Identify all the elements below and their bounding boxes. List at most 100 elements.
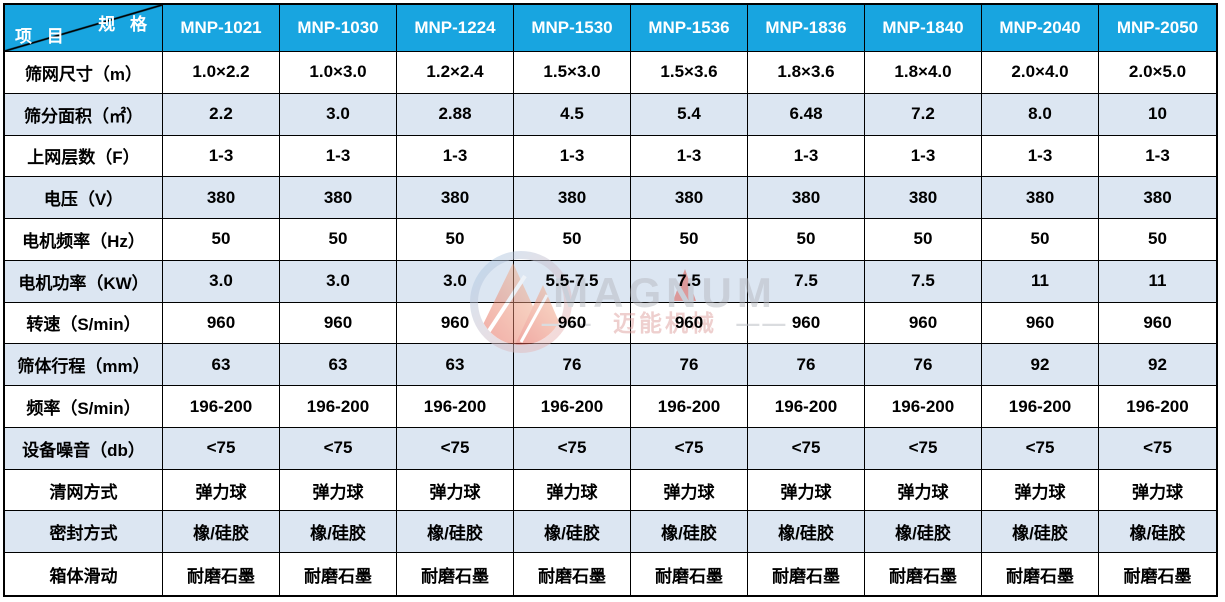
spec-table: 规 格 项 目 MNP-1021 MNP-1030 MNP-1224 MNP-1530… — [5, 5, 1216, 595]
value-cell-r9-c6: 196-200 — [748, 386, 865, 428]
value-cell-r11-c6-text: 弹力球 — [780, 482, 832, 502]
model-header-6: MNP-1836 — [748, 5, 865, 52]
value-cell-r12-c1-text: 橡/硅胶 — [193, 524, 249, 544]
value-cell-r7-c2: 960 — [280, 302, 397, 345]
value-cell-r2-c5-text: 5.4 — [677, 104, 701, 124]
value-cell-r7-c9-text: 960 — [1143, 312, 1172, 332]
value-cell-r8-c3: 63 — [397, 344, 514, 387]
value-cell-r8-c2-text: 63 — [328, 354, 348, 374]
model-header-3-text: MNP-1224 — [414, 18, 496, 37]
value-cell-r1-c5-text: 1.5×3.6 — [660, 62, 718, 82]
value-cell-r10-c3-text: <75 — [440, 438, 470, 458]
value-cell-r7-c3: 960 — [397, 302, 514, 345]
value-cell-r5-c5-text: 50 — [679, 229, 699, 249]
value-cell-r8-c5-text: 76 — [679, 354, 699, 374]
value-cell-r2-c9-text: 10 — [1148, 104, 1167, 124]
value-cell-r2-c7: 7.2 — [865, 93, 982, 136]
value-cell-r13-c1: 耐磨石墨 — [163, 553, 280, 595]
row-label-4-text: 电压（V） — [43, 190, 124, 210]
value-cell-r2-c7-text: 7.2 — [911, 104, 935, 124]
value-cell-r1-c2: 1.0×3.0 — [280, 52, 397, 94]
value-cell-r13-c1-text: 耐磨石墨 — [187, 566, 255, 586]
value-cell-r13-c3-text: 耐磨石墨 — [421, 566, 489, 586]
value-cell-r5-c2: 50 — [280, 219, 397, 261]
value-cell-r4-c6-text: 380 — [791, 187, 821, 207]
value-cell-r8-c6: 76 — [748, 344, 865, 387]
value-cell-r8-c3-text: 63 — [445, 354, 465, 374]
value-cell-r13-c4-text: 耐磨石墨 — [538, 566, 606, 586]
value-cell-r2-c6-text: 6.48 — [789, 104, 823, 124]
value-cell-r5-c9: 50 — [1099, 219, 1216, 261]
value-cell-r12-c2-text: 橡/硅胶 — [310, 524, 366, 544]
value-cell-r13-c7-text: 耐磨石墨 — [889, 566, 957, 586]
value-cell-r5-c7: 50 — [865, 219, 982, 261]
value-cell-r2-c3: 2.88 — [397, 93, 514, 136]
value-cell-r6-c9-text: 11 — [1148, 271, 1167, 291]
value-cell-r5-c3-text: 50 — [445, 229, 465, 249]
model-header-3: MNP-1224 — [397, 5, 514, 52]
value-cell-r6-c3-text: 3.0 — [443, 271, 467, 291]
value-cell-r11-c5: 弹力球 — [631, 469, 748, 512]
value-cell-r6-c7: 7.5 — [865, 260, 982, 303]
value-cell-r7-c2-text: 960 — [323, 312, 353, 332]
value-cell-r9-c5-text: 196-200 — [657, 396, 721, 416]
value-cell-r7-c3-text: 960 — [440, 312, 470, 332]
row-label-6: 电机功率（KW） — [5, 260, 163, 303]
value-cell-r12-c4: 橡/硅胶 — [514, 511, 631, 554]
value-cell-r12-c9-text: 橡/硅胶 — [1129, 524, 1186, 544]
value-cell-r4-c9: 380 — [1099, 177, 1216, 220]
value-cell-r12-c3: 橡/硅胶 — [397, 511, 514, 554]
value-cell-r3-c6: 1-3 — [748, 135, 865, 178]
value-cell-r4-c9-text: 380 — [1143, 187, 1172, 207]
value-cell-r6-c5: 7.5 — [631, 260, 748, 303]
model-header-8-text: MNP-2040 — [999, 18, 1081, 37]
value-cell-r11-c8: 弹力球 — [982, 469, 1099, 512]
row-label-13: 箱体滑动 — [5, 553, 163, 595]
row-label-2-text: 筛分面积（㎡） — [24, 106, 143, 126]
row-label-4: 电压（V） — [5, 177, 163, 220]
value-cell-r4-c5-text: 380 — [674, 187, 704, 207]
value-cell-r1-c4: 1.5×3.0 — [514, 52, 631, 94]
value-cell-r3-c9: 1-3 — [1099, 135, 1216, 178]
value-cell-r1-c1: 1.0×2.2 — [163, 52, 280, 94]
value-cell-r13-c9-text: 耐磨石墨 — [1123, 566, 1192, 586]
value-cell-r2-c2: 3.0 — [280, 93, 397, 136]
value-cell-r5-c7-text: 50 — [913, 229, 933, 249]
value-cell-r3-c8-text: 1-3 — [1027, 145, 1053, 165]
value-cell-r6-c5-text: 7.5 — [677, 271, 701, 291]
value-cell-r7-c7: 960 — [865, 302, 982, 345]
value-cell-r4-c1-text: 380 — [206, 187, 236, 207]
value-cell-r9-c1-text: 196-200 — [189, 396, 253, 416]
value-cell-r13-c3: 耐磨石墨 — [397, 553, 514, 595]
value-cell-r1-c9-text: 2.0×5.0 — [1128, 62, 1187, 82]
row-label-6-text: 电机功率（KW） — [18, 273, 149, 293]
model-header-4: MNP-1530 — [514, 5, 631, 52]
value-cell-r1-c8-text: 2.0×4.0 — [1011, 62, 1069, 82]
value-cell-r4-c4-text: 380 — [557, 187, 587, 207]
value-cell-r9-c7-text: 196-200 — [891, 396, 955, 416]
value-cell-r9-c3-text: 196-200 — [423, 396, 487, 416]
value-cell-r11-c4-text: 弹力球 — [546, 482, 598, 502]
value-cell-r8-c8: 92 — [982, 344, 1099, 387]
model-header-5-text: MNP-1536 — [648, 18, 730, 37]
value-cell-r3-c7: 1-3 — [865, 135, 982, 178]
value-cell-r5-c4-text: 50 — [562, 229, 582, 249]
value-cell-r13-c8-text: 耐磨石墨 — [1006, 566, 1074, 586]
value-cell-r9-c4-text: 196-200 — [540, 396, 604, 416]
value-cell-r7-c4: 960 — [514, 302, 631, 345]
model-header-4-text: MNP-1530 — [531, 18, 613, 37]
row-label-5-text: 电机频率（Hz） — [22, 231, 145, 251]
value-cell-r10-c2-text: <75 — [323, 438, 353, 458]
value-cell-r2-c3-text: 2.88 — [438, 104, 472, 124]
value-cell-r3-c1: 1-3 — [163, 135, 280, 178]
value-cell-r2-c4-text: 4.5 — [560, 104, 584, 124]
value-cell-r13-c6: 耐磨石墨 — [748, 553, 865, 595]
value-cell-r8-c1: 63 — [163, 344, 280, 387]
value-cell-r11-c1: 弹力球 — [163, 469, 280, 512]
model-header-1-text: MNP-1021 — [180, 18, 262, 37]
value-cell-r6-c3: 3.0 — [397, 260, 514, 303]
value-cell-r7-c8: 960 — [982, 302, 1099, 345]
row-label-1: 筛网尺寸（m） — [5, 52, 163, 94]
value-cell-r4-c6: 380 — [748, 177, 865, 220]
value-cell-r8-c4-text: 76 — [562, 354, 582, 374]
